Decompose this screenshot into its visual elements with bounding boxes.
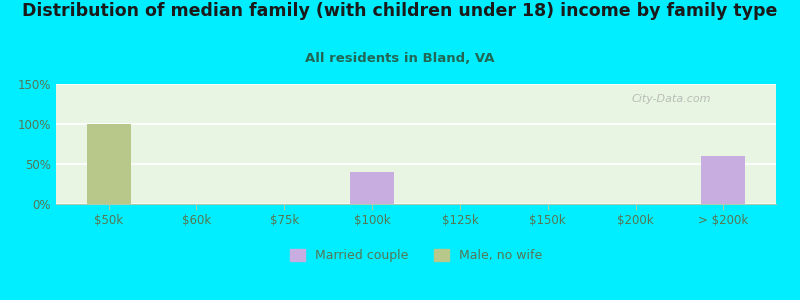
Text: Distribution of median family (with children under 18) income by family type: Distribution of median family (with chil… (22, 2, 778, 20)
Text: City-Data.com: City-Data.com (632, 94, 711, 103)
Text: All residents in Bland, VA: All residents in Bland, VA (306, 52, 494, 65)
Legend: Married couple, Male, no wife: Married couple, Male, no wife (285, 244, 547, 267)
Bar (350, 172, 394, 204)
Bar (86, 124, 130, 204)
Bar (702, 156, 746, 204)
